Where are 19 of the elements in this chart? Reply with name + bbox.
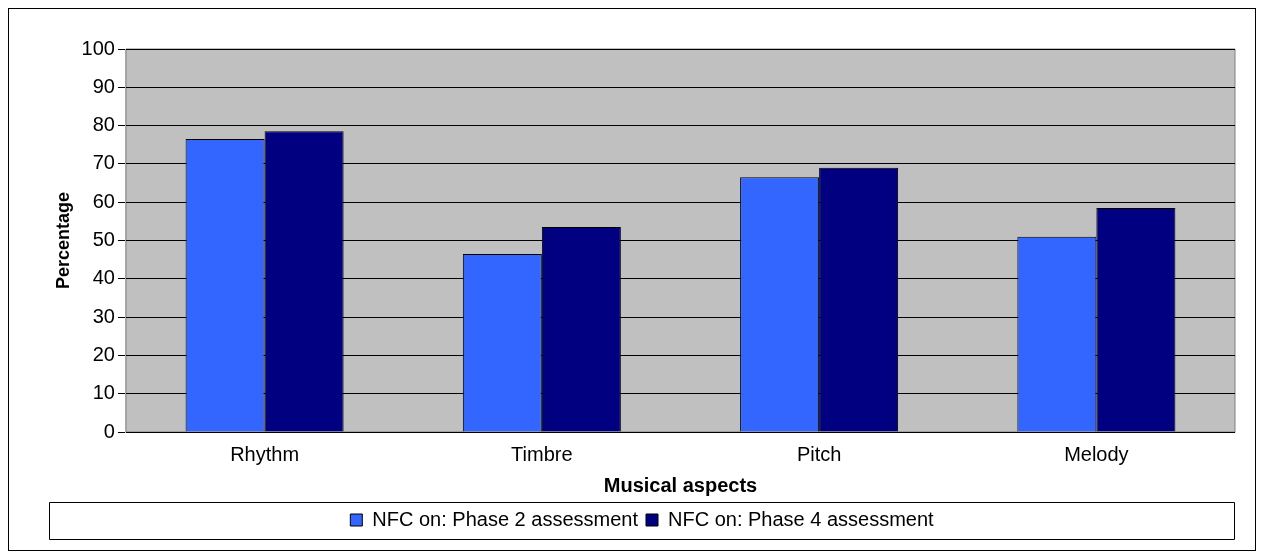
x-tick-label: Timbre bbox=[511, 442, 573, 465]
legend-label: NFC on: Phase 2 assessment bbox=[372, 507, 639, 530]
y-tick-label: 80 bbox=[92, 113, 115, 136]
x-axis-title: Musical aspects bbox=[603, 473, 758, 496]
x-tick-label: Melody bbox=[1064, 442, 1129, 465]
y-axis-title: Percentage bbox=[52, 191, 73, 290]
x-tick-label: Pitch bbox=[796, 442, 842, 465]
x-tick-label: Rhythm bbox=[230, 442, 300, 465]
y-tick-label: 70 bbox=[92, 151, 115, 174]
y-tick-label: 60 bbox=[92, 189, 115, 212]
y-tick-label: 100 bbox=[81, 36, 115, 59]
y-tick-label: 20 bbox=[92, 342, 115, 365]
legend-label: NFC on: Phase 4 assessment bbox=[668, 507, 935, 530]
y-tick-label: 40 bbox=[92, 266, 115, 289]
y-tick-label: 30 bbox=[92, 304, 115, 327]
y-tick-label: 10 bbox=[92, 381, 115, 404]
y-tick-label: 90 bbox=[92, 74, 115, 97]
y-tick-label: 0 bbox=[103, 419, 115, 442]
y-tick-label: 50 bbox=[92, 228, 115, 251]
